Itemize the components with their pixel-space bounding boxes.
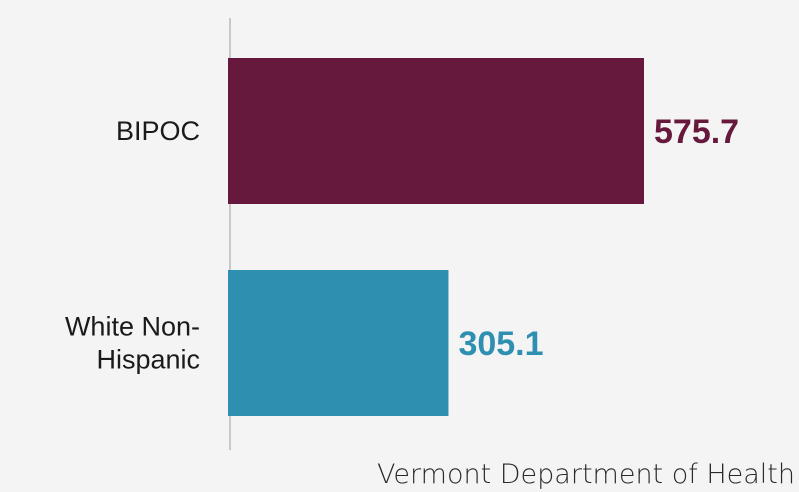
bar-bipoc <box>228 58 644 204</box>
bar-white-non-hispanic <box>228 270 449 416</box>
category-label-line: BIPOC <box>116 116 200 146</box>
value-label: 305.1 <box>458 325 543 363</box>
source-credit: Vermont Department of Health <box>377 459 795 490</box>
bars-group <box>228 58 644 416</box>
labels-group: 575.7 BIPOC 305.1 White Non-Hispanic <box>65 113 739 375</box>
category-label-line: Hispanic <box>96 345 200 375</box>
value-label: 575.7 <box>654 113 739 151</box>
category-label: BIPOC <box>116 116 200 146</box>
category-label-line: White Non- <box>65 312 200 342</box>
bar-chart: 575.7 BIPOC 305.1 White Non-Hispanic <box>65 18 739 450</box>
category-label: White Non-Hispanic <box>65 312 200 375</box>
